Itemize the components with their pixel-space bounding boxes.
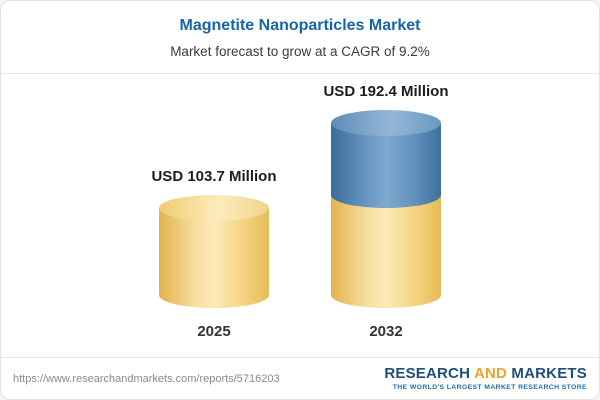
logo-wordmark: RESEARCH AND MARKETS	[384, 364, 587, 383]
logo-word-markets: MARKETS	[511, 364, 587, 382]
value-label-2025: USD 103.7 Million	[151, 168, 277, 185]
chart-title: Magnetite Nanoparticles Market	[179, 17, 421, 34]
chart-subtitle: Market forecast to grow at a CAGR of 9.2…	[170, 44, 430, 59]
cylinder-top-cap-2032	[331, 110, 441, 136]
cylinder-chart: USD 103.7 Million 2025 USD 192.4 Million…	[1, 74, 599, 350]
logo-word-and: AND	[473, 364, 508, 382]
cylinder-top-cap-2025	[159, 195, 269, 221]
logo-tagline: THE WORLD'S LARGEST MARKET RESEARCH STOR…	[392, 384, 587, 392]
bar-2032: USD 192.4 Million 2032	[322, 74, 450, 350]
researchandmarkets-logo: RESEARCH AND MARKETS THE WORLD'S LARGEST…	[384, 364, 587, 392]
bar-2025: USD 103.7 Million 2025	[150, 74, 278, 350]
report-url[interactable]: https://www.researchandmarkets.com/repor…	[13, 372, 280, 385]
value-label-2032: USD 192.4 Million	[323, 83, 449, 100]
cylinder-2025	[159, 195, 269, 308]
segment-2032-growth	[331, 110, 441, 208]
segment-2032-base	[331, 195, 441, 308]
cylinder-2032	[331, 110, 441, 308]
logo-word-research: RESEARCH	[384, 364, 471, 382]
year-label-2025: 2025	[197, 323, 231, 340]
chart-header: Magnetite Nanoparticles Market Market fo…	[1, 1, 599, 74]
footer-bar: https://www.researchandmarkets.com/repor…	[1, 357, 599, 399]
year-label-2032: 2032	[369, 323, 403, 340]
segment-2025-base	[159, 195, 269, 308]
